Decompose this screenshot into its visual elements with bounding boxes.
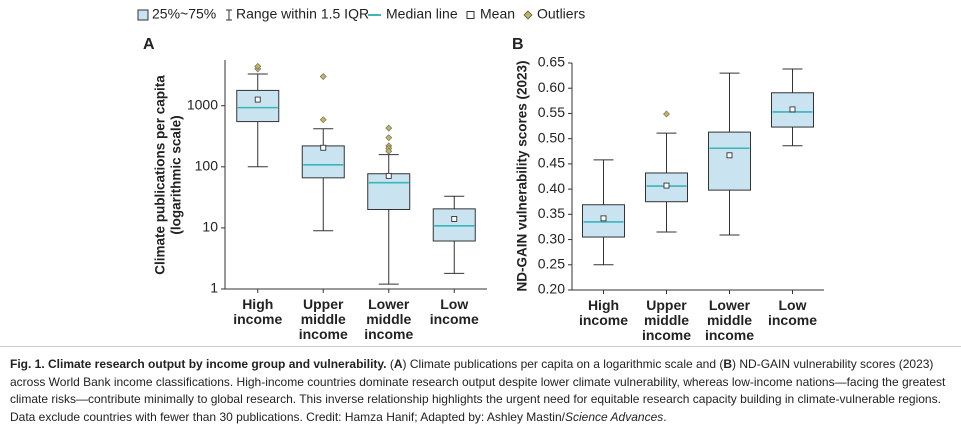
divider — [0, 346, 961, 347]
legend-label: Mean — [480, 6, 515, 22]
y-axis-label: Climate publications per capita — [153, 75, 168, 275]
y-tick-label: 0.65 — [538, 54, 565, 70]
mean-marker — [789, 106, 796, 113]
y-tick-label: 0.25 — [538, 255, 565, 271]
x-tick-label: Upper middle income — [641, 297, 691, 343]
legend-icon — [523, 10, 533, 20]
caption-text: ) Climate publications per capita on a l… — [402, 357, 724, 371]
x-tick-label: Low income — [767, 297, 817, 328]
x-tick-label: Low income — [429, 296, 479, 327]
outlier — [254, 62, 262, 70]
x-tick-label: High income — [233, 296, 283, 327]
caption: Fig. 1. Climate research output by incom… — [10, 356, 955, 426]
mean-marker — [726, 152, 733, 159]
legend-icon — [466, 11, 475, 19]
y-axis-label: ND-GAIN vulnerability scores (2023) — [515, 60, 530, 291]
y-axis-label: (logarithmic scale) — [169, 115, 184, 234]
caption-text: . — [663, 409, 667, 424]
box — [236, 89, 280, 123]
caption-text: B — [723, 357, 733, 371]
panel-label: A — [143, 36, 155, 53]
box — [708, 131, 751, 191]
outlier — [319, 116, 327, 124]
x-tick-label: Lower middle income — [704, 297, 754, 343]
y-tick-label: 0.60 — [538, 79, 565, 95]
y-tick-label: 0.35 — [538, 205, 565, 221]
outlier — [385, 134, 393, 142]
caption-text: ( — [386, 357, 394, 371]
caption-text: A — [393, 357, 403, 371]
caption-text: Fig. 1. Climate research output by incom… — [10, 357, 387, 371]
mean-marker — [320, 144, 327, 151]
caption-text: Science Advances — [564, 409, 664, 424]
mean-marker — [451, 216, 458, 222]
outlier — [319, 73, 327, 80]
legend-label: Outliers — [537, 6, 585, 22]
y-tick-label: 0.20 — [538, 281, 565, 297]
mean-marker — [254, 96, 261, 103]
outlier — [385, 147, 393, 155]
x-tick-label: Lower middle income — [364, 296, 414, 342]
y-tick-label: 100 — [195, 158, 219, 174]
x-tick-label: High income — [578, 297, 628, 328]
y-tick-label: 0.40 — [538, 180, 565, 196]
y-tick-label: 0.45 — [538, 155, 565, 171]
chart-area: 25%~75% Range within 1.5 IQR Median line Me… — [137, 6, 824, 297]
box — [432, 208, 476, 242]
y-tick-label: 0.30 — [538, 230, 565, 246]
caption-text: ) ND-GAIN vulnerability scores (2023) ac… — [10, 357, 946, 424]
outlier — [385, 124, 393, 132]
mean-marker — [600, 215, 607, 222]
y-tick-label: 10 — [202, 219, 218, 235]
mean-marker — [663, 182, 670, 189]
outlier — [663, 110, 670, 118]
panel-label: B — [512, 36, 524, 53]
box — [367, 173, 411, 211]
y-tick-label: 0.55 — [538, 104, 565, 120]
legend-icon — [137, 9, 149, 21]
mean-marker — [385, 172, 392, 179]
y-tick-label: 0.50 — [538, 129, 565, 145]
legend-label: Median line — [386, 6, 458, 22]
y-tick-label: 1000 — [187, 96, 218, 112]
legend-label: Range within 1.5 IQR — [236, 6, 369, 22]
legend-label: 25%~75% — [152, 6, 216, 22]
x-tick-label: Upper middle income — [298, 296, 348, 342]
y-tick-label: 1 — [210, 280, 218, 296]
